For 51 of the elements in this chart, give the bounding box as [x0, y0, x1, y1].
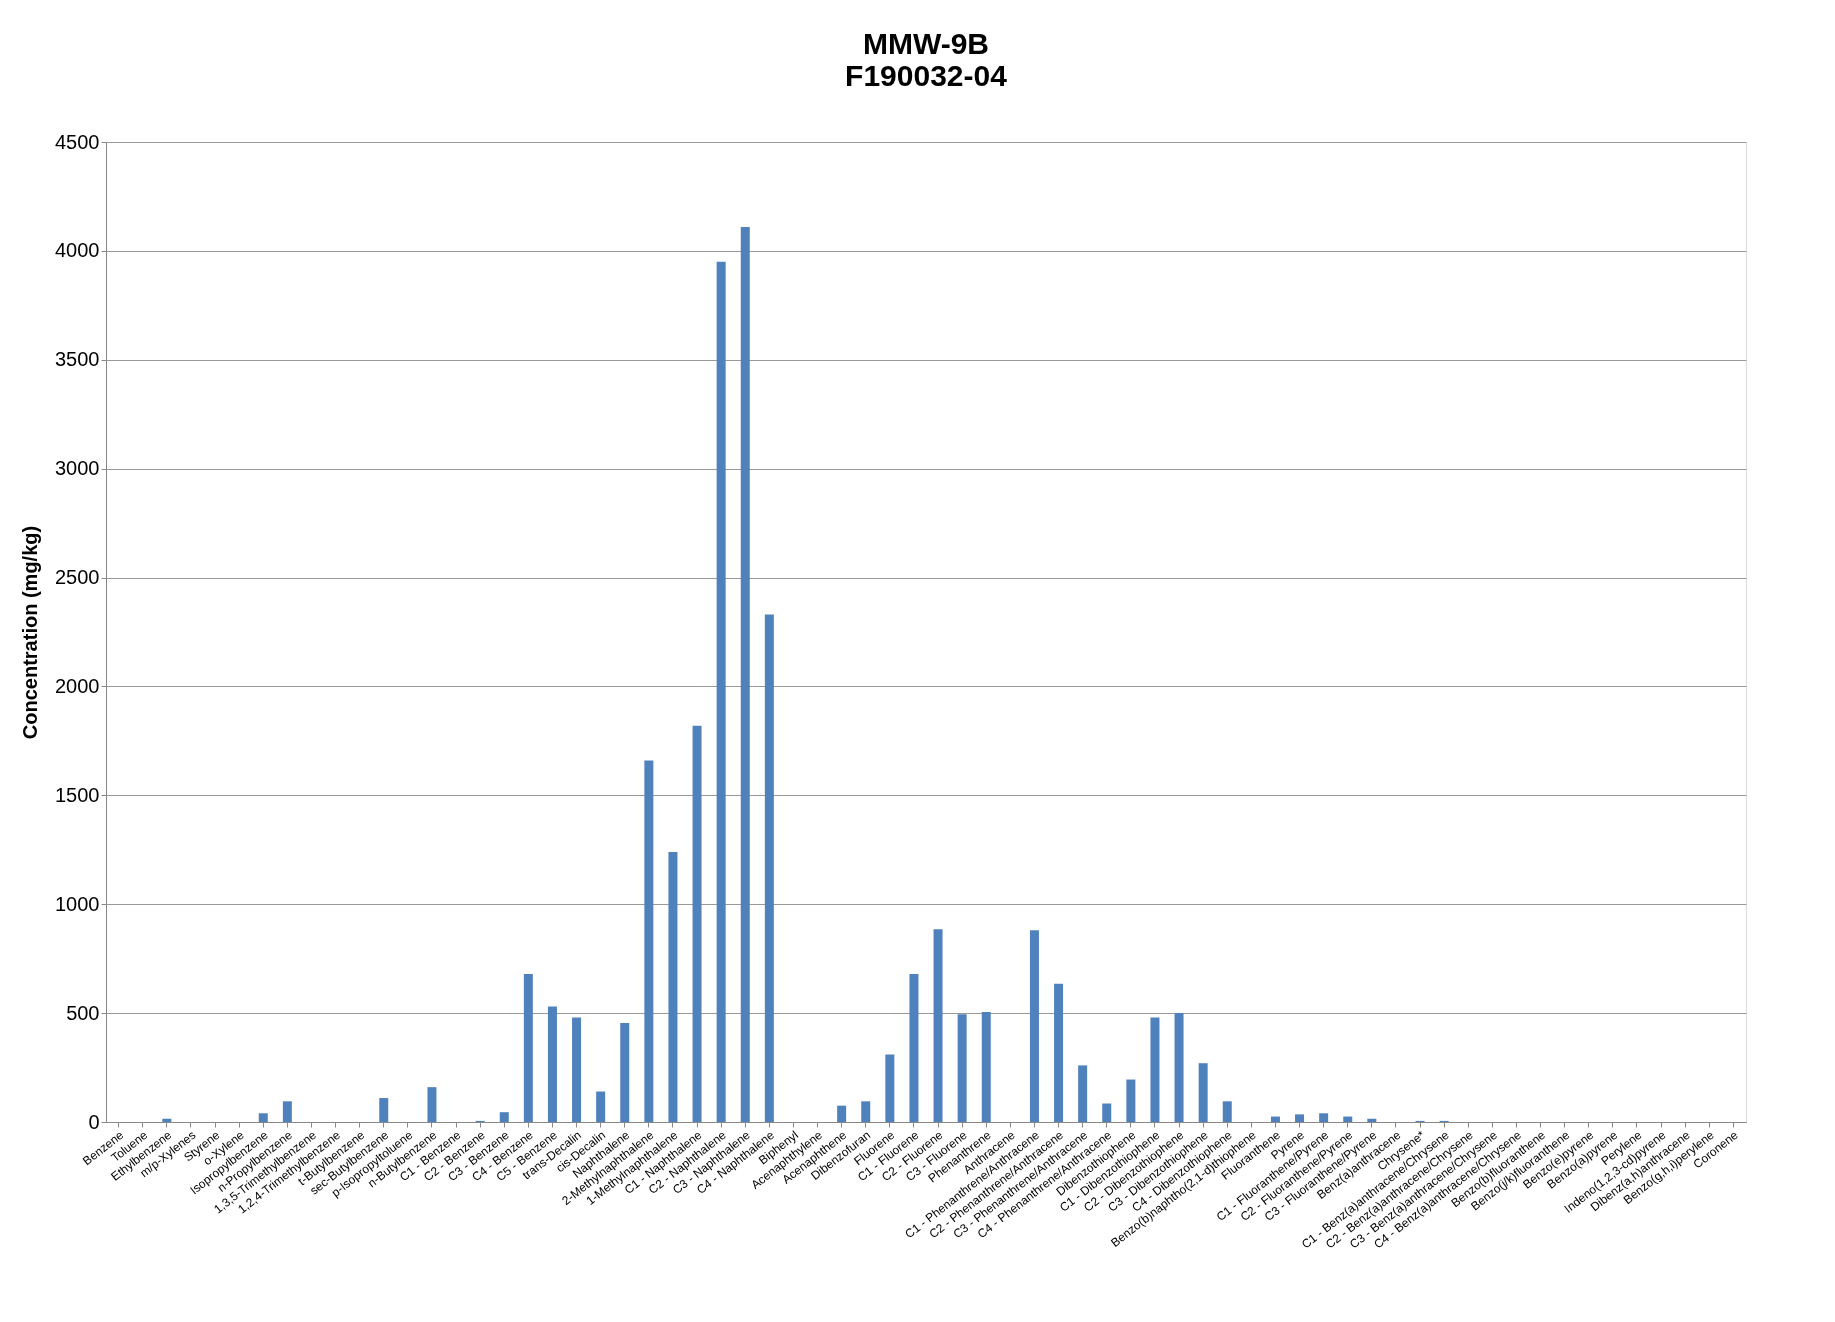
- bar: [1367, 1118, 1377, 1122]
- bar: [499, 1112, 509, 1122]
- text: MMW-9B: [862, 27, 990, 60]
- y-tick-label: 3500: [55, 348, 100, 371]
- bar: [764, 614, 774, 1122]
- bar: [1174, 1013, 1184, 1122]
- bar: [1126, 1079, 1136, 1122]
- bar: [162, 1118, 172, 1122]
- bar: [981, 1012, 991, 1122]
- bar: [1270, 1116, 1280, 1122]
- bar: [258, 1113, 268, 1122]
- bar: [861, 1101, 871, 1122]
- bar: [933, 929, 943, 1122]
- bar: [837, 1105, 847, 1122]
- bar: [282, 1101, 292, 1122]
- y-tick-label: 4500: [55, 130, 100, 153]
- bar: [379, 1098, 389, 1122]
- bar: [692, 725, 702, 1122]
- bar: [644, 760, 654, 1122]
- y-tick-label: 2000: [55, 674, 100, 697]
- bar: [1295, 1114, 1305, 1122]
- bar: [1102, 1103, 1112, 1122]
- bar: [1078, 1065, 1088, 1122]
- y-tick-label: 500: [66, 1001, 100, 1024]
- y-axis-title: Concentration (mg/kg): [19, 525, 42, 740]
- bar: [547, 1006, 557, 1122]
- bar: [1150, 1017, 1160, 1122]
- bar: [957, 1014, 967, 1122]
- bar: [523, 973, 533, 1122]
- bar: [1029, 930, 1039, 1122]
- y-tick-label: 2500: [55, 566, 100, 589]
- y-tick-label: 3000: [55, 457, 100, 480]
- text: F190032-04: [845, 59, 1007, 92]
- y-tick-label: 0: [88, 1110, 100, 1133]
- bar: [427, 1087, 437, 1122]
- bar: [668, 851, 678, 1122]
- bar: [572, 1017, 582, 1122]
- bar: [1319, 1113, 1329, 1122]
- bar: [1222, 1101, 1232, 1122]
- y-tick-label: 1000: [55, 892, 100, 915]
- bar: [1054, 983, 1064, 1122]
- bar: [1343, 1116, 1353, 1122]
- bar: [885, 1054, 895, 1122]
- y-tick-label: 4000: [55, 239, 100, 262]
- bar: [740, 226, 750, 1122]
- y-tick-label: 1500: [55, 783, 100, 806]
- bar: [596, 1091, 606, 1122]
- bar: [716, 261, 726, 1122]
- bar: [620, 1022, 630, 1122]
- bar: [909, 973, 919, 1122]
- bar: [1198, 1063, 1208, 1122]
